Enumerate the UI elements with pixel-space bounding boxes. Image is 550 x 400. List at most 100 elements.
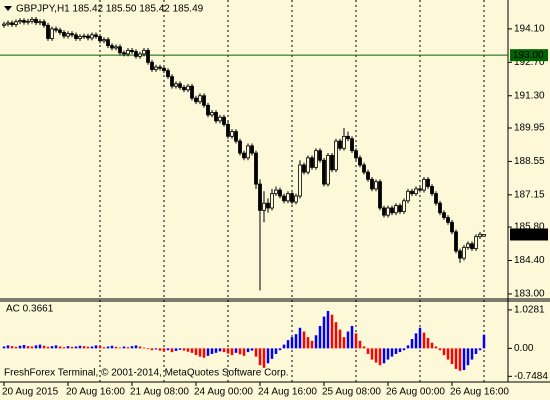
level-label: 193.00 [513, 50, 544, 61]
indicator-bar [482, 334, 486, 349]
indicator-bar [214, 348, 218, 353]
candle-body [118, 46, 122, 54]
indicator-bar [474, 348, 478, 354]
indicator-bar [390, 348, 394, 357]
candle-body [322, 159, 326, 185]
candle-body [74, 34, 78, 39]
candle-body [162, 67, 166, 72]
candle-body [50, 28, 54, 39]
candle-body [206, 104, 210, 116]
indicator-bar [42, 345, 46, 349]
candle-body [410, 190, 414, 195]
indicator-bar [62, 347, 66, 349]
indicator-bar [74, 346, 78, 349]
candle-body [346, 135, 350, 140]
indicator-bar [14, 346, 18, 349]
candle-body [470, 243, 474, 249]
indicator-bar [310, 340, 314, 349]
indicator-bar [470, 348, 474, 360]
indicator-bar [414, 333, 418, 349]
candle-body [26, 20, 30, 23]
candle-body [382, 207, 386, 216]
indicator-bar [210, 348, 214, 354]
candle-body [106, 39, 110, 47]
candle-body [374, 181, 378, 190]
footer: FreshForex Terminal, © 2001-2014, MetaQu… [4, 368, 289, 379]
candle-body [54, 28, 58, 31]
indicator-bar [382, 348, 386, 364]
candle-body [202, 95, 206, 106]
candle-body [230, 131, 234, 137]
candle-body [342, 135, 346, 149]
candle-body [58, 29, 62, 33]
y-tick-label: 194.10 [514, 24, 545, 35]
indicator-bar [230, 348, 234, 356]
y-tick-label: 184.40 [514, 255, 545, 266]
indicator-bar [282, 344, 286, 349]
y-tick-label: 183.00 [514, 289, 545, 300]
indicator-bar [406, 345, 410, 349]
candle-body [126, 49, 130, 55]
indicator-bar [86, 346, 90, 349]
indicator-bar [130, 346, 134, 349]
indicator-bar [350, 325, 354, 349]
indicator-bar [98, 346, 102, 349]
candle-body [426, 178, 430, 187]
indicator-bar [94, 345, 98, 349]
indicator-bar [462, 348, 466, 371]
candle-body [362, 164, 366, 173]
indicator-bar [222, 348, 226, 353]
candle-body [82, 35, 86, 38]
candle-body [274, 189, 278, 195]
candle-body [38, 21, 42, 24]
candle-body [282, 195, 286, 202]
indicator-bar [18, 345, 22, 349]
indicator-bar [302, 331, 306, 349]
indicator-bar [346, 331, 350, 349]
indicator-bar [82, 346, 86, 349]
indicator-bar [226, 348, 230, 354]
indicator-bar [366, 348, 370, 354]
indicator-bar [54, 345, 58, 349]
candle-body [210, 112, 214, 116]
candle-body [114, 46, 118, 49]
indicator-bar [142, 347, 146, 349]
indicator-bar [194, 348, 198, 356]
candle-body [450, 221, 454, 233]
candle-body [234, 131, 238, 142]
candle-body [402, 200, 406, 212]
indicator-bar [254, 348, 258, 357]
candle-body [434, 193, 438, 204]
candle-body [218, 116, 222, 122]
indicator-bar [170, 348, 174, 353]
candle-body [302, 164, 306, 173]
candle-body [186, 85, 190, 91]
indicator-bar [198, 348, 202, 357]
candle-body [370, 178, 374, 190]
indicator-bar [30, 346, 34, 349]
candle-body [290, 193, 294, 203]
indicator-bar [250, 348, 254, 351]
indicator-bar [290, 337, 294, 349]
indicator-bar [106, 346, 110, 349]
indicator-bar [442, 348, 446, 356]
candle-body [446, 217, 450, 223]
candle-body [238, 140, 242, 154]
candle-body [378, 181, 382, 209]
candle-body [478, 233, 482, 238]
candle-body [154, 66, 158, 70]
indicator-bar [342, 337, 346, 349]
x-tick-label: 21 Aug 08:00 [130, 387, 189, 398]
candle-body [138, 53, 142, 57]
indicator-bar [322, 316, 326, 349]
candle-body [266, 202, 270, 209]
candle-body [70, 33, 74, 36]
candle-body [18, 20, 22, 23]
y-tick-label: 192.70 [514, 57, 545, 68]
indicator-bar [154, 348, 158, 350]
indicator-bar [158, 348, 162, 351]
candle-body [278, 189, 282, 197]
candle-body [122, 52, 126, 55]
indicator-bar [102, 347, 106, 349]
